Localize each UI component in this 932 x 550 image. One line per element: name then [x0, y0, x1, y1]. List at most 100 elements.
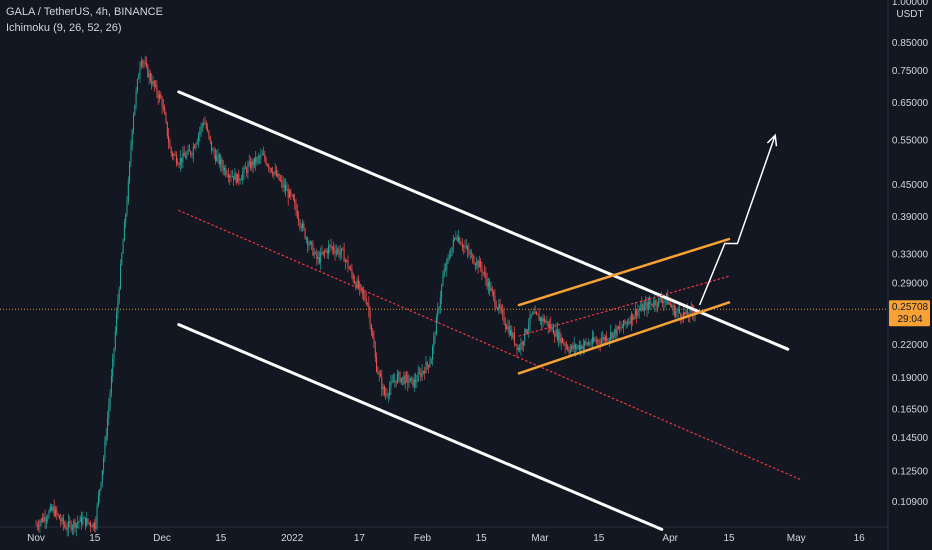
candle-body — [532, 312, 534, 315]
candle-body — [672, 305, 674, 308]
candle-body — [594, 340, 596, 342]
candle-body — [47, 517, 49, 520]
candle-body — [212, 150, 214, 151]
candle-body — [441, 285, 443, 299]
candle-body — [173, 154, 175, 156]
candle-body — [404, 374, 406, 384]
candle-body — [481, 266, 483, 273]
candle-body — [671, 305, 673, 308]
candle-body — [234, 173, 236, 180]
candle-body — [598, 340, 600, 343]
candle-body — [368, 303, 370, 310]
candle-body — [338, 249, 340, 255]
candle-body — [318, 256, 320, 263]
candle-body — [419, 372, 420, 374]
candle-body — [231, 176, 233, 178]
candle-body — [627, 322, 628, 324]
candle-body — [268, 165, 270, 169]
candle-body — [659, 297, 661, 299]
candle-body — [316, 252, 318, 259]
candle-body — [604, 336, 606, 341]
candle-body — [135, 90, 137, 105]
candle-body — [311, 241, 313, 244]
candle-body — [607, 339, 609, 342]
candle-body — [680, 313, 682, 318]
price-axis[interactable]: 1.00000 0.85000 0.75000 0.65000 0.55000 0.450… — [892, 0, 929, 508]
candle-body — [391, 381, 393, 382]
symbol-title[interactable]: GALA / TetherUS, 4h, BINANCE — [6, 6, 163, 18]
candle-body — [283, 185, 285, 188]
candle-body — [86, 518, 88, 526]
price-tick-label: 0.55000 — [892, 135, 929, 146]
candle-body — [585, 341, 587, 343]
candle-body — [355, 283, 357, 289]
candle-body — [147, 65, 149, 77]
candle-body — [399, 372, 401, 383]
candle-body — [385, 394, 387, 396]
candle-body — [187, 149, 189, 154]
candle-body — [65, 526, 67, 530]
candle-body — [286, 189, 288, 191]
candle-body — [165, 114, 167, 122]
time-axis[interactable]: Nov 15 Dec 15 2022 17 Feb 15 Mar 15 Apr 15 May 16 — [27, 533, 865, 544]
candle-body — [677, 309, 679, 311]
candle-body — [654, 300, 656, 306]
candle-body — [551, 326, 553, 329]
candle-body — [502, 309, 504, 313]
candle-body — [396, 374, 398, 383]
candle-body — [237, 174, 238, 184]
candle-body — [567, 346, 569, 350]
candle-body — [320, 252, 322, 263]
candle-body — [218, 155, 220, 165]
candle-body — [315, 252, 316, 253]
candle-body — [126, 201, 128, 215]
candle-body — [580, 345, 582, 350]
candle-body — [533, 312, 535, 314]
candle-body — [79, 517, 81, 522]
candle-body — [395, 380, 397, 383]
candle-body — [285, 185, 287, 191]
candle-body — [263, 154, 264, 156]
candle-body — [159, 94, 160, 99]
candle-body — [243, 167, 245, 173]
candle-body — [464, 245, 466, 247]
candle-body — [331, 247, 333, 249]
candle-body — [125, 214, 127, 223]
candle-body — [506, 326, 508, 329]
candle-body — [161, 98, 163, 107]
candle-body — [201, 124, 203, 126]
candle-body — [655, 300, 657, 306]
candle-body — [508, 326, 510, 335]
candle-body — [51, 506, 53, 510]
candle-body — [144, 63, 146, 64]
candle-body — [114, 331, 116, 349]
candle-body — [549, 324, 550, 327]
indicator-legend[interactable]: Ichimoku (9, 26, 52, 26) — [6, 22, 122, 34]
candle-body — [376, 357, 378, 372]
candle-body — [333, 247, 335, 251]
price-tick-label: 0.14500 — [892, 433, 929, 444]
candle-body — [169, 142, 171, 148]
candle-body — [40, 518, 42, 523]
candle-body — [450, 254, 452, 257]
currency-label: USDT — [896, 9, 923, 20]
candle-body — [382, 386, 384, 390]
price-tick-label: 0.16500 — [892, 404, 929, 415]
candle-body — [632, 313, 634, 320]
candle-body — [216, 155, 218, 161]
candle-body — [58, 515, 60, 520]
candle-body — [266, 164, 268, 166]
candle-body — [446, 259, 448, 270]
time-tick-label: 15 — [723, 533, 735, 544]
candle-body — [578, 345, 580, 350]
candle-body — [252, 160, 254, 166]
price-tick-label: 0.29000 — [892, 278, 929, 289]
price-tick-label: 0.45000 — [892, 180, 929, 191]
candle-body — [425, 362, 427, 374]
candle-body — [91, 525, 93, 528]
candle-body — [603, 337, 605, 341]
candle-body — [274, 170, 276, 173]
candle-body — [465, 246, 467, 248]
time-tick-label: Nov — [27, 533, 45, 544]
